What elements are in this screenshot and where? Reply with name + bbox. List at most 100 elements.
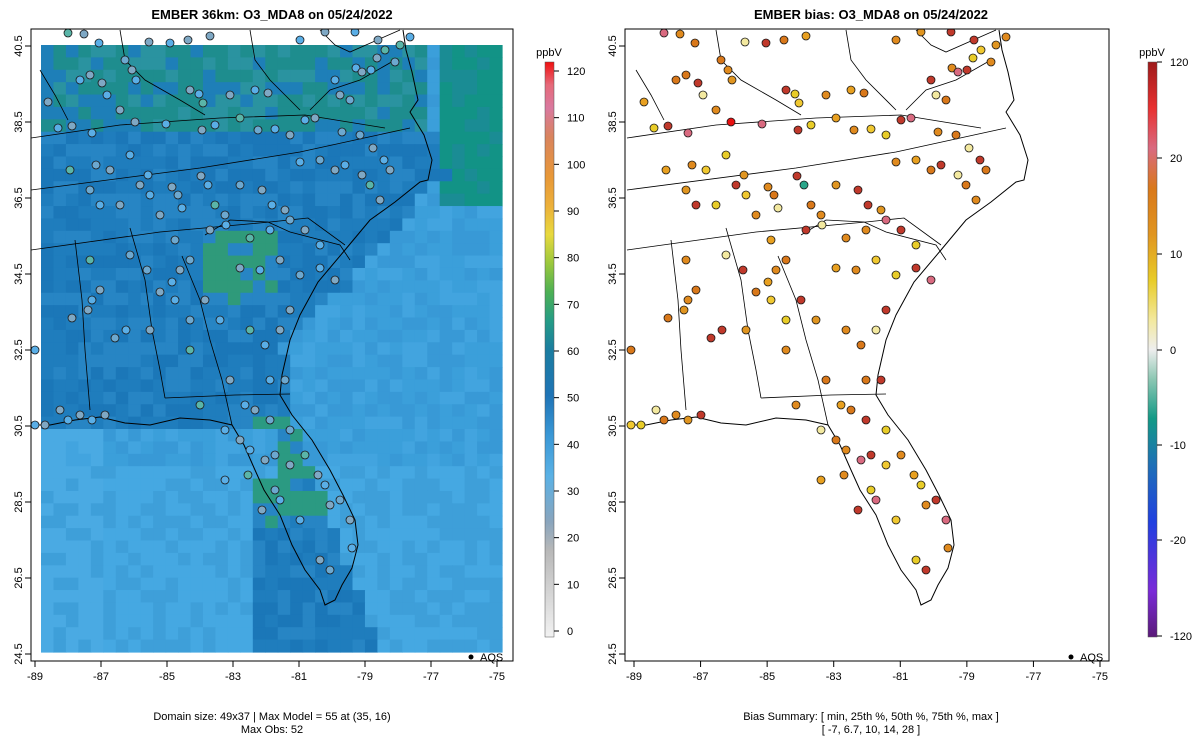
model-grid-cell [53,82,67,96]
bias-point [861,415,871,425]
model-grid-cell [290,206,304,220]
model-grid-cell [340,602,354,616]
model-grid-cell [90,466,104,480]
model-grid-cell [364,193,379,207]
left-y-tick-label: 40.5 [13,35,25,56]
model-grid-cell [452,82,466,96]
observation-point [257,185,267,195]
model-grid-cell [389,577,403,591]
model-grid-cell [489,230,503,244]
bias-point [947,63,957,73]
model-grid-cell [178,243,192,257]
model-grid-cell [240,243,254,257]
observation-point [355,130,365,140]
model-grid-cell [302,639,316,653]
bias-point [881,215,891,225]
model-grid-cell [427,429,441,443]
model-grid-cell [340,528,354,542]
observation-point [250,405,260,415]
model-grid-cell [252,490,266,504]
state-border [715,29,802,116]
model-grid-cell [402,94,416,108]
model-grid-cell [90,106,104,120]
model-grid-cell [340,106,354,120]
model-grid-cell [327,602,341,616]
model-grid-cell [190,627,204,641]
bias-point [779,35,789,45]
model-grid-cell [53,528,67,542]
model-grid-cell [202,503,217,517]
model-grid-cell [489,168,503,182]
model-grid-cell [240,206,254,220]
model-grid-cell [115,478,129,492]
model-grid-cell [78,119,92,133]
model-grid-cell [215,602,229,616]
model-grid-cell [402,614,416,628]
model-grid-cell [389,503,403,517]
model-grid-cell [377,602,391,616]
right-y-tick-label: 36.5 [607,187,619,208]
model-grid-cell [190,614,204,628]
model-grid-cell [65,106,79,120]
model-grid-cell [215,267,229,281]
model-grid-cell [202,342,217,356]
model-grid-cell [302,552,316,566]
model-grid-cell [290,503,304,517]
model-grid-cell [252,552,266,566]
model-grid-cell [252,255,266,269]
model-grid-cell [227,131,241,145]
model-grid-cell [53,57,67,71]
model-grid-cell [427,577,441,591]
model-grid-cell [153,94,167,108]
model-grid-cell [315,119,329,133]
model-grid-cell [452,565,466,579]
model-grid-cell [327,342,341,356]
model-grid-cell [215,280,229,294]
model-grid-cell [103,230,117,244]
model-grid-cell [477,552,491,566]
model-grid-cell [140,540,154,554]
model-grid-cell [65,267,79,281]
model-grid-cell [489,391,503,405]
model-grid-cell [165,453,179,467]
model-grid-cell [153,503,167,517]
observation-point [320,480,330,490]
observation-point [170,295,180,305]
model-grid-cell [389,230,403,244]
model-grid-cell [477,156,491,170]
model-grid-cell [377,490,391,504]
model-grid-cell [452,503,466,517]
model-grid-cell [402,292,416,306]
model-grid-cell [364,577,379,591]
model-grid-cell [202,404,217,418]
model-grid-cell [78,503,92,517]
model-grid-cell [140,441,154,455]
model-grid-cell [464,317,478,331]
left-colorbar-tick-label: 110 [567,113,585,125]
model-grid-cell [78,453,92,467]
model-grid-cell [103,602,117,616]
observation-point [245,325,255,335]
model-grid-cell [277,106,291,120]
model-grid-cell [439,528,453,542]
model-grid-cell [90,379,104,393]
model-grid-cell [190,503,204,517]
model-grid-cell [402,478,416,492]
model-grid-cell [402,45,416,58]
bias-point [881,460,891,470]
model-grid-cell [464,441,478,455]
model-grid-cell [340,305,354,319]
model-grid-cell [377,379,391,393]
model-grid-cell [352,391,366,405]
bias-point [781,255,791,265]
observation-point [205,225,215,235]
model-grid-cell [427,404,441,418]
model-grid-cell [65,478,79,492]
model-grid-cell [41,119,55,133]
model-grid-cell [414,106,428,120]
model-grid-cell [340,354,354,368]
observation-point [330,165,340,175]
model-grid-cell [202,429,217,443]
model-grid-cell [178,45,192,58]
left-colorbar-tick-label: 90 [567,206,579,218]
